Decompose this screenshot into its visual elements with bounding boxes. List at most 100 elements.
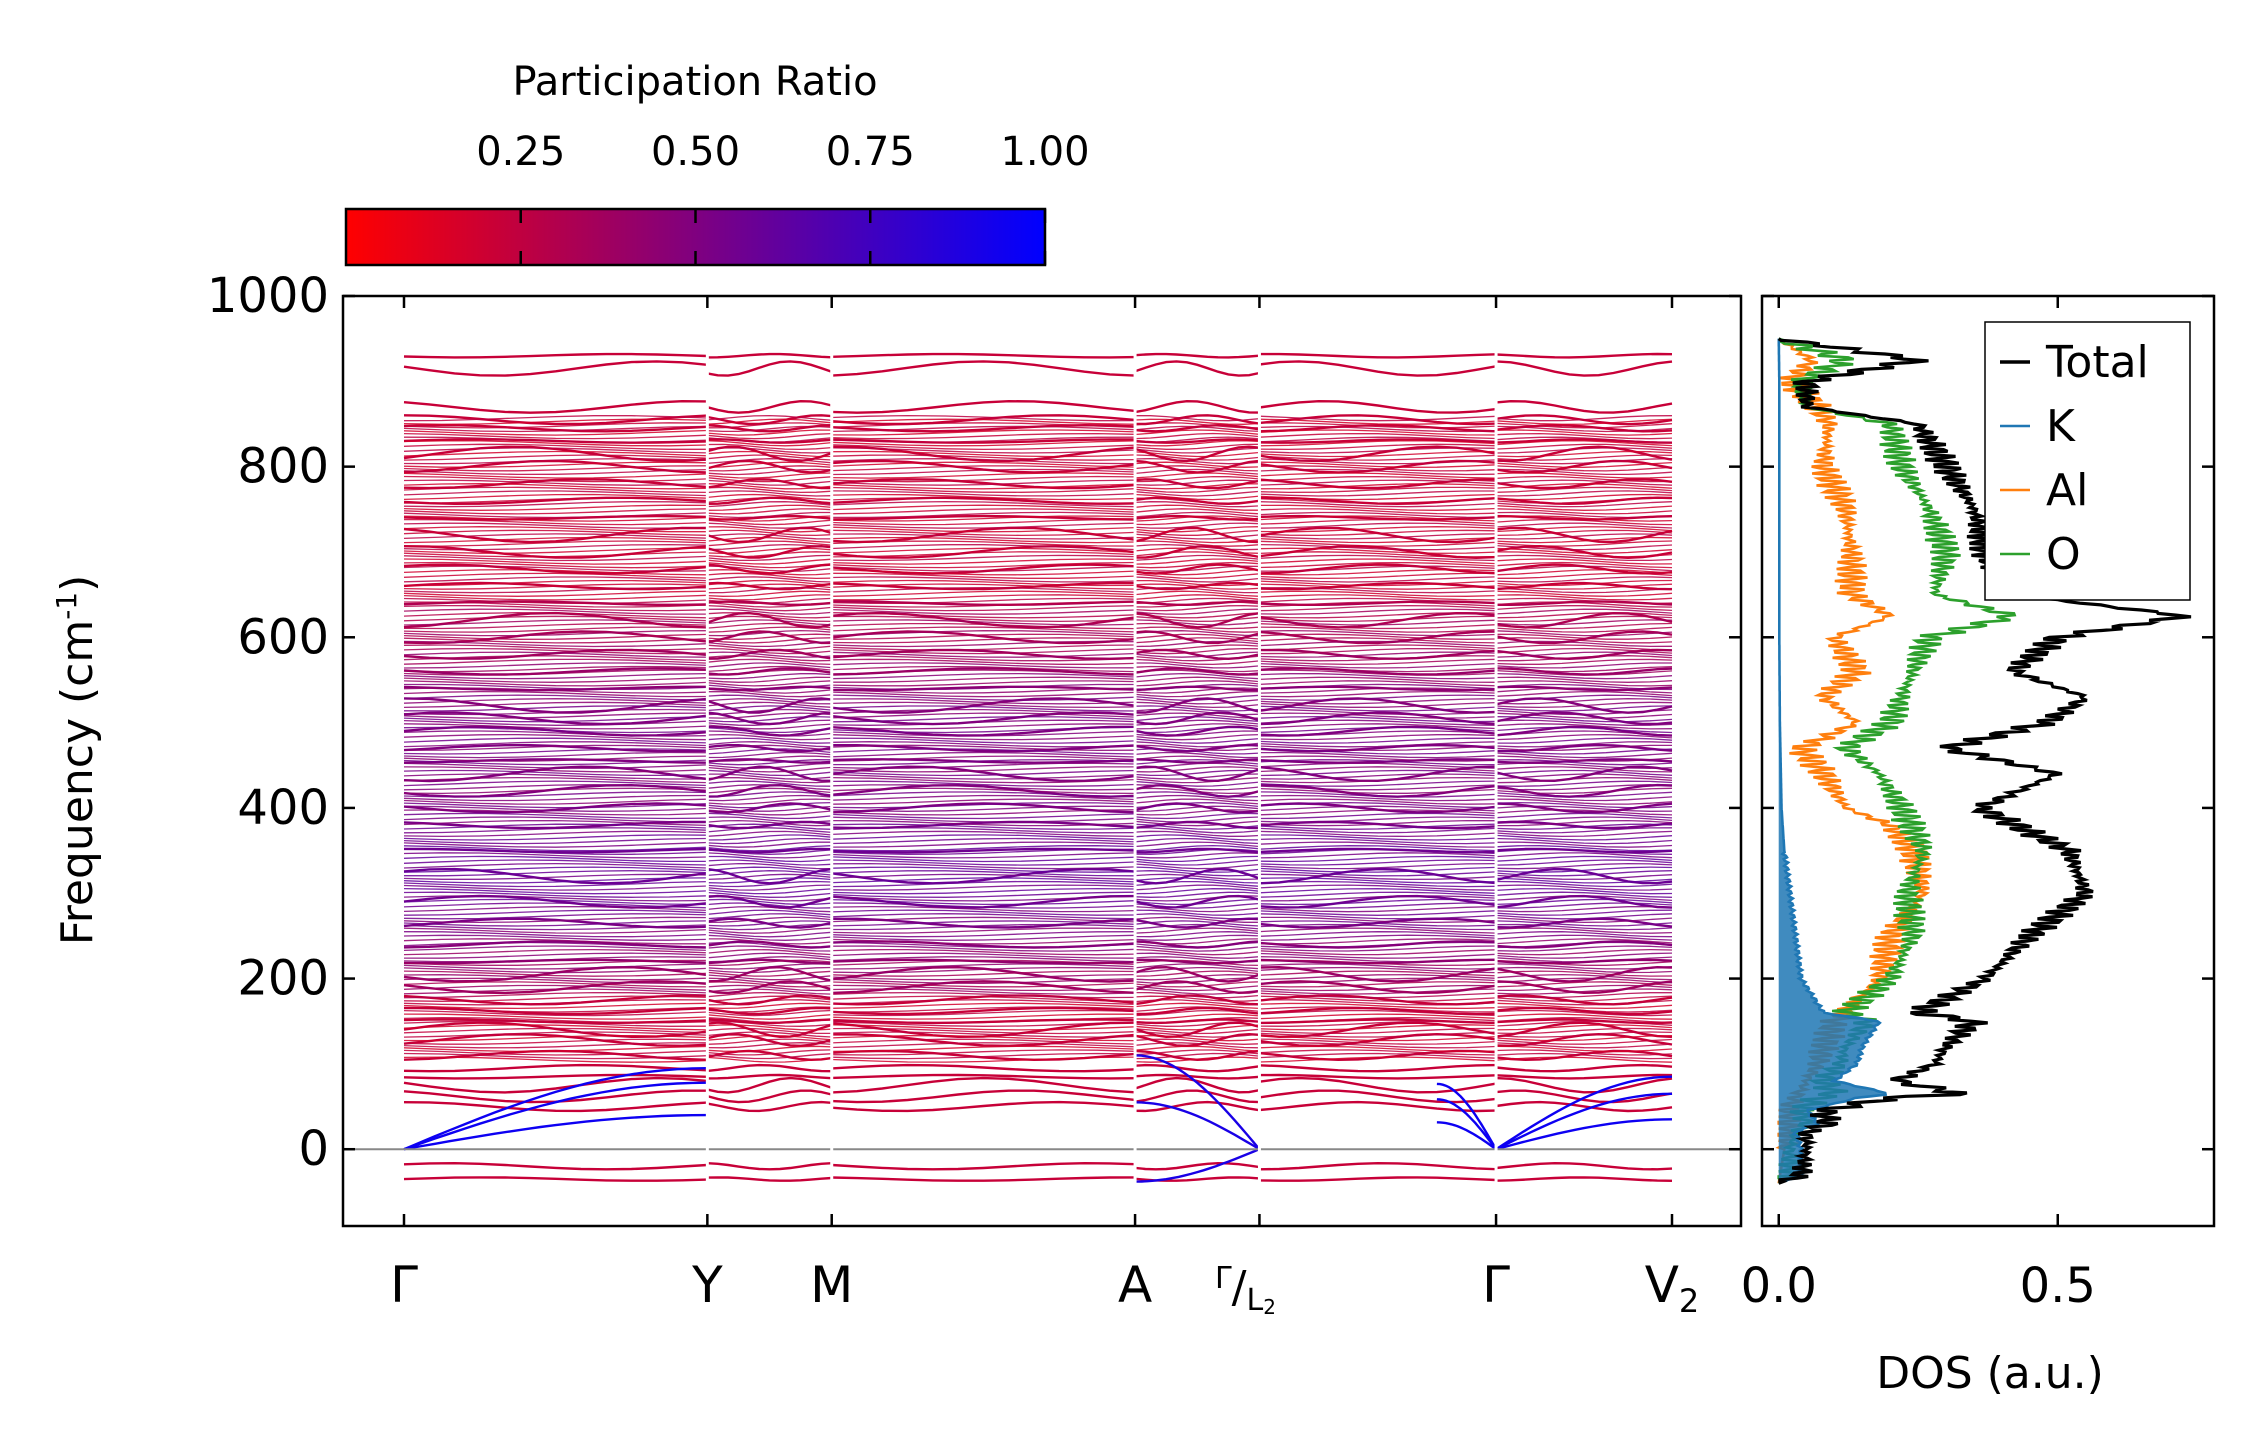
band-line: [1259, 644, 1497, 651]
band-line: [831, 511, 1136, 519]
band-line: [403, 902, 708, 909]
band-line: [1259, 1100, 1497, 1113]
band-line: [1496, 465, 1673, 472]
band-line: [831, 712, 1136, 719]
band-line: [707, 1162, 832, 1171]
band-line: [831, 619, 1136, 626]
band-line: [707, 418, 832, 425]
dos-series-total: [1777, 337, 2192, 1185]
band-line: [831, 973, 1136, 981]
band-line: [403, 884, 708, 891]
band-line: [831, 447, 1136, 454]
band-line: [707, 587, 832, 594]
band-line: [707, 958, 832, 965]
band-plot-frame: [341, 294, 1743, 1228]
band-line: [1496, 755, 1673, 762]
band-line: [1135, 948, 1260, 956]
band-line: [831, 544, 1136, 559]
band-line: [831, 748, 1136, 755]
colorbar-tick-label: 1.00: [1000, 129, 1089, 175]
band-line: [403, 1017, 708, 1024]
band-line: [707, 920, 832, 927]
band-line: [1496, 547, 1673, 554]
band-line: [1135, 493, 1260, 501]
band-line: [831, 880, 1136, 888]
band-line: [831, 352, 1136, 359]
band-line: [1135, 486, 1260, 494]
band-line: [403, 690, 708, 698]
band-line: [831, 730, 1136, 737]
band-line: [707, 748, 832, 755]
band-line: [831, 905, 1136, 913]
band-line: [1134, 1089, 1260, 1104]
band-line: [1259, 465, 1497, 472]
band-line: [1259, 669, 1497, 676]
band-line: [403, 938, 708, 945]
band-line: [707, 780, 832, 787]
band-line: [403, 755, 708, 762]
band-line: [1259, 866, 1497, 873]
band-line: [1259, 812, 1497, 820]
band-line: [1135, 443, 1260, 450]
band-line: [403, 422, 708, 429]
band-line: [1259, 551, 1497, 558]
band-line: [403, 744, 708, 752]
band-line: [831, 909, 1136, 916]
band-line: [403, 551, 708, 558]
band-line: [831, 1100, 1136, 1113]
band-line: [707, 569, 832, 576]
band-line: [831, 809, 1136, 816]
band-line: [1135, 518, 1260, 526]
band-line: [1135, 880, 1260, 887]
band-line: [403, 497, 708, 504]
band-line: [707, 461, 832, 468]
band-line: [1259, 680, 1497, 687]
band-line: [1259, 508, 1497, 515]
band-line: [403, 802, 708, 809]
band-line: [1135, 852, 1260, 859]
band-line: [707, 834, 832, 841]
band-line: [707, 629, 832, 637]
band-line: [1496, 461, 1673, 468]
band-line: [1135, 794, 1260, 802]
band-line: [1259, 623, 1497, 630]
band-line: [707, 909, 832, 916]
band-line: [1135, 941, 1260, 949]
band-line: [831, 694, 1136, 701]
band-line: [403, 967, 708, 974]
band-line: [1496, 630, 1673, 637]
band-line: [707, 665, 832, 673]
band-line: [1495, 1021, 1673, 1039]
band-line: [1135, 504, 1260, 511]
band-line: [1135, 766, 1260, 773]
band-line: [707, 977, 832, 984]
band-line: [1496, 802, 1673, 809]
band-line: [707, 414, 832, 426]
band-line: [831, 816, 1136, 823]
band-line: [831, 1024, 1136, 1031]
band-line: [1259, 827, 1497, 834]
band-line: [1496, 450, 1673, 458]
band-line: [1135, 748, 1260, 755]
band-line: [1259, 734, 1497, 741]
band-line: [1259, 1013, 1497, 1020]
band-line: [831, 1013, 1136, 1020]
band-line: [707, 715, 832, 723]
band-line: [1259, 859, 1497, 866]
band-line: [1496, 680, 1673, 687]
band-line: [831, 755, 1136, 762]
band-line: [831, 884, 1136, 891]
band-line: [403, 547, 708, 554]
dos-panel: 0.0 0.5 DOS (a.u.) Total K Al O: [1741, 294, 2216, 1399]
band-line: [1135, 906, 1260, 913]
band-line: [707, 519, 832, 526]
band-line: [403, 572, 708, 579]
band-line: [1259, 658, 1497, 666]
band-line: [831, 479, 1136, 486]
band-line: [707, 787, 832, 794]
band-line: [831, 856, 1136, 863]
band-line: [1259, 360, 1497, 377]
band-line: [403, 913, 708, 920]
band-line: [831, 802, 1136, 814]
band-line: [1496, 870, 1673, 877]
